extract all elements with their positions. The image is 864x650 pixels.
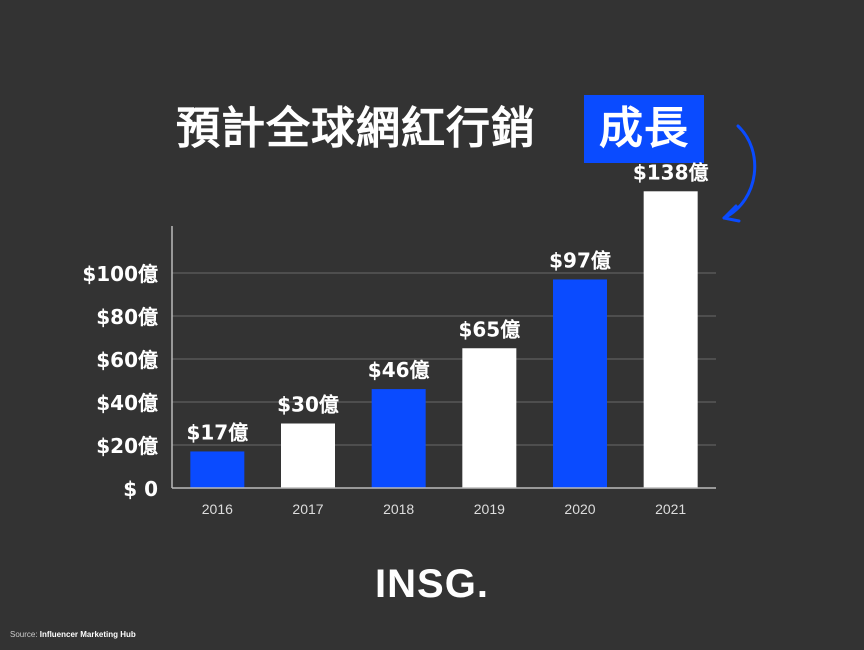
title-main-text: 預計全球網紅行銷	[176, 103, 536, 154]
x-tick-label: 2017	[292, 501, 323, 517]
axes	[171, 226, 716, 489]
value-label-2017: $30億	[277, 393, 339, 417]
bar-2020	[553, 279, 607, 488]
y-tick-label: $ 0	[123, 477, 158, 501]
value-label-2020: $97億	[549, 248, 611, 272]
insg-logo: INSG.	[375, 562, 489, 606]
bar-2018	[371, 389, 426, 488]
y-tick-label: $100億	[82, 262, 158, 286]
x-tick-label: 2021	[655, 501, 686, 517]
title-highlight-text: 成長	[584, 95, 704, 163]
grid-lines	[172, 272, 716, 446]
value-label-2018: $46億	[368, 358, 430, 382]
bar-2019	[462, 348, 517, 488]
value-label-2021: $138億	[633, 160, 709, 184]
y-tick-label: $40億	[96, 391, 158, 415]
y-tick-label: $80億	[96, 305, 158, 329]
source-name: Influencer Marketing Hub	[39, 630, 136, 639]
y-tick-label: $60億	[96, 348, 158, 372]
x-tick-label: 2016	[202, 501, 233, 517]
source-prefix: Source:	[10, 630, 40, 639]
x-tick-label: 2020	[564, 501, 595, 517]
labels: $ 0 $20億 $40億 $60億 $80億 $100億 $17億 2016 $30億 2017…	[82, 160, 708, 517]
bar-2017	[281, 423, 335, 488]
x-tick-label: 2018	[383, 501, 414, 517]
source-footnote: Source: Influencer Marketing Hub	[10, 630, 136, 639]
value-label-2019: $65億	[458, 317, 520, 341]
x-tick-label: 2019	[474, 501, 505, 517]
bar-2016	[190, 451, 245, 488]
bars	[190, 191, 698, 489]
bar-chart: $ 0 $20億 $40億 $60億 $80億 $100億 $17億 2016 $30億 2017…	[82, 160, 716, 517]
curved-arrow-icon	[722, 124, 757, 223]
bar-2021	[643, 191, 698, 489]
y-tick-label: $20億	[96, 434, 158, 458]
value-label-2016: $17億	[186, 420, 248, 444]
chart-title: 預計全球網紅行銷 成長	[0, 94, 864, 164]
